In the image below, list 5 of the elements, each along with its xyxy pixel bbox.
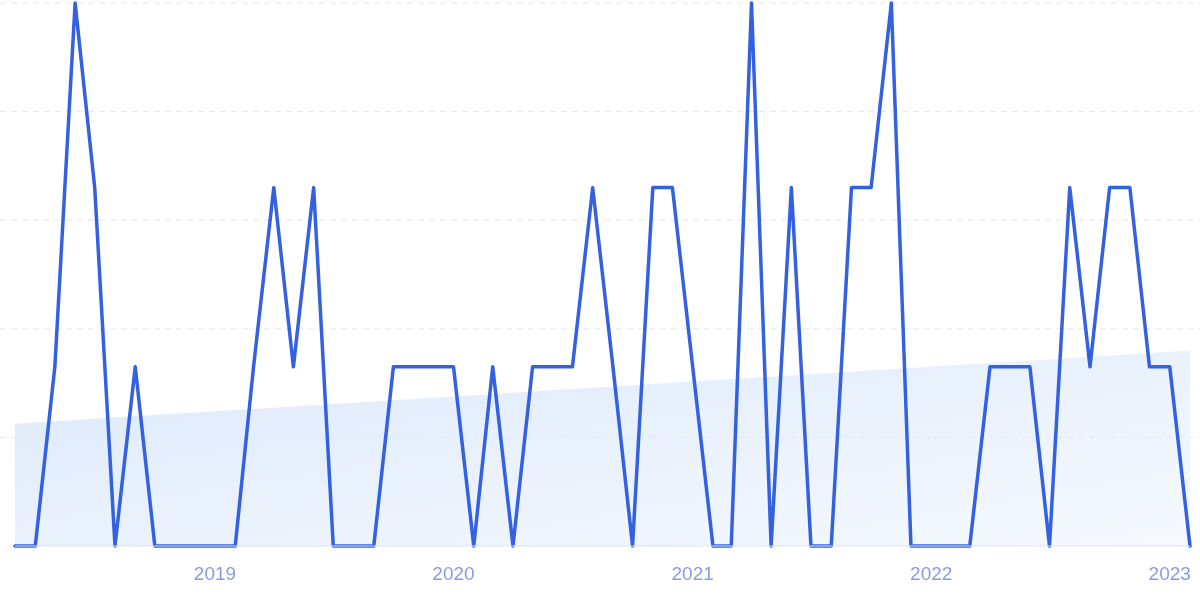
x-tick-label: 2019: [193, 563, 237, 584]
x-tick-label: 2023: [1148, 563, 1191, 584]
x-tick-label: 2021: [671, 563, 714, 584]
x-tick-label: 2020: [432, 563, 475, 584]
x-tick-label: 2022: [910, 563, 953, 584]
